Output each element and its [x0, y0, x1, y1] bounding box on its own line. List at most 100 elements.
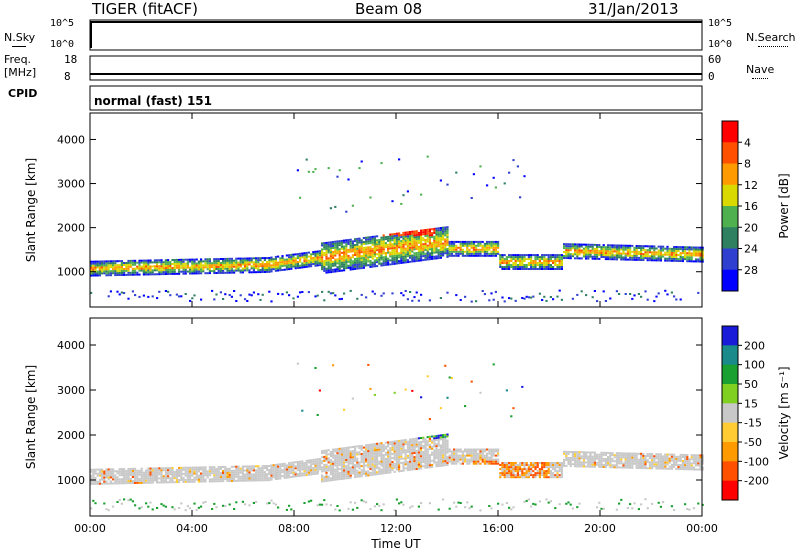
echo-cell: [202, 264, 205, 267]
echo-cell: [442, 440, 445, 443]
echo-cell: [653, 300, 656, 303]
echo-cell: [134, 473, 137, 476]
echo-cell: [325, 245, 328, 248]
echo-cell: [549, 256, 552, 259]
echo-cell: [490, 292, 493, 295]
echo-cell: [369, 238, 372, 241]
echo-cell: [349, 256, 352, 259]
echo-cell: [120, 260, 123, 263]
echo-cell: [303, 468, 306, 471]
echo-cell: [149, 261, 152, 264]
echo-cell: [521, 254, 524, 257]
echo-cell: [118, 474, 121, 477]
echo-cell: [323, 480, 326, 483]
echo-cell: [123, 468, 126, 471]
echo-cell: [400, 443, 403, 446]
echo-cell: [400, 234, 403, 237]
echo-cell: [439, 452, 442, 455]
echo-cell: [244, 265, 247, 268]
echo-cell: [314, 464, 317, 467]
echo-cell: [103, 502, 106, 505]
echo-cell: [435, 251, 438, 254]
echo-cell: [299, 252, 302, 255]
echo-cell: [373, 445, 376, 448]
echo-cell: [409, 239, 412, 241]
echo-cell: [283, 264, 286, 267]
echo-cell: [178, 266, 181, 269]
echo-cell: [470, 452, 473, 455]
echo-cell: [523, 476, 526, 479]
echo-cell: [257, 475, 260, 478]
echo-cell: [169, 263, 172, 265]
echo-cell: [356, 457, 359, 460]
echo-cell: [336, 456, 339, 459]
echo-cell: [387, 251, 390, 254]
echo-cell: [699, 248, 702, 251]
echo-cell: [101, 266, 104, 269]
echo-cell: [274, 469, 277, 472]
plot-background: [90, 318, 702, 516]
echo-cell: [151, 261, 154, 264]
echo-cell: [252, 469, 255, 472]
echo-cell: [272, 470, 275, 473]
echo-cell: [109, 290, 112, 293]
echo-cell: [343, 451, 346, 454]
echo-cell: [125, 269, 128, 272]
echo-cell: [450, 252, 453, 255]
echo-cell: [380, 454, 383, 457]
echo-cell: [413, 246, 416, 249]
echo-cell: [153, 471, 156, 474]
echo-cell: [96, 474, 99, 477]
echo-cell: [567, 452, 570, 455]
echo-cell: [101, 470, 104, 473]
echo-cell: [648, 245, 651, 248]
echo-cell: [200, 268, 203, 271]
echo-cell: [129, 259, 132, 262]
echo-cell: [376, 245, 379, 248]
echo-cell: [305, 467, 308, 470]
echo-cell: [699, 256, 702, 259]
echo-cell: [497, 242, 500, 245]
echo-cell: [417, 445, 420, 448]
echo-cell: [395, 464, 398, 467]
echo-cell: [549, 500, 552, 503]
echo-cell: [571, 243, 574, 246]
echo-cell: [409, 237, 412, 239]
echo-cell: [395, 456, 398, 459]
echo-cell: [402, 255, 405, 258]
echo-cell: [688, 250, 691, 253]
echo-cell: [499, 464, 502, 466]
echo-cell: [270, 300, 273, 303]
echo-cell: [646, 251, 649, 254]
echo-cell: [345, 255, 348, 258]
echo-cell: [444, 456, 447, 459]
echo-cell: [338, 451, 341, 454]
echo-cell: [321, 266, 324, 269]
echo-cell: [222, 261, 225, 264]
echo-cell: [483, 250, 486, 253]
echo-cell: [329, 245, 332, 248]
echo-cell: [382, 468, 385, 471]
echo-cell: [131, 467, 134, 470]
echo-cell: [402, 241, 405, 244]
echo-cell: [481, 240, 484, 243]
echo-cell: [618, 452, 621, 455]
echo-cell: [598, 251, 601, 254]
echo-cell: [666, 251, 669, 254]
echo-cell: [215, 266, 218, 268]
echo-cell: [325, 241, 328, 244]
echo-cell: [530, 258, 533, 261]
echo-cell: [270, 476, 273, 479]
echo-cell: [512, 268, 515, 270]
echo-cell: [514, 466, 517, 469]
echo-cell: [453, 448, 456, 451]
echo-cell: [246, 465, 249, 468]
echo-cell: [675, 246, 678, 248]
echo-cell: [338, 468, 341, 470]
echo-cell: [435, 229, 438, 232]
echo-cell: [442, 456, 445, 459]
echo-cell: [213, 480, 216, 483]
echo-cell: [136, 479, 139, 482]
echo-cell: [288, 470, 291, 473]
echo-cell: [334, 252, 337, 255]
